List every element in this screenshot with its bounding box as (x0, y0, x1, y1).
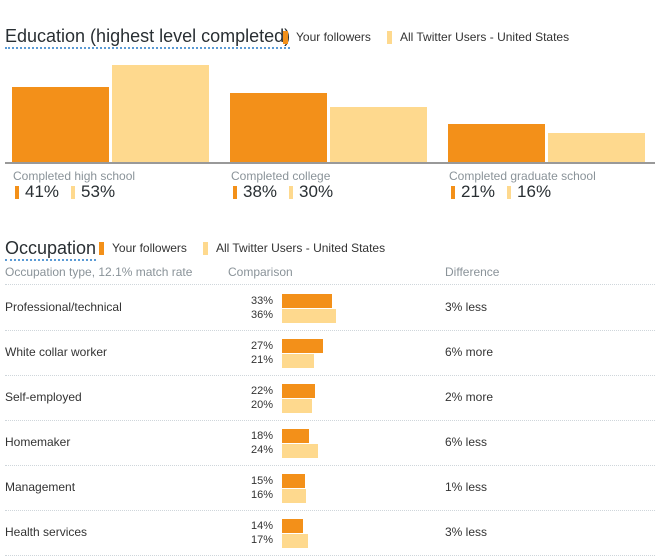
data-label: 18% (250, 430, 273, 442)
difference-value: 1% less (445, 480, 488, 494)
legend-item-all-users: All Twitter Users - United States (386, 30, 570, 44)
value-marker-icon (71, 185, 76, 199)
data-label: 36% (250, 309, 273, 321)
data-label: 30% (299, 182, 334, 201)
comparison-bar[interactable] (282, 354, 314, 368)
value-marker-icon (451, 185, 455, 199)
data-label: 16% (517, 182, 552, 201)
table-row[interactable]: Self-employed 22% 20% 2% more (5, 375, 655, 421)
education-value-row: 41% 53% (15, 182, 127, 202)
education-value-row: 38% 30% (233, 182, 345, 202)
data-label: 53% (81, 182, 116, 201)
difference-value: 6% less (445, 435, 488, 449)
comparison-bar[interactable] (282, 339, 323, 353)
difference-value: 3% less (445, 300, 488, 314)
legend-swatch-icon (99, 241, 104, 255)
education-bar[interactable] (12, 87, 109, 163)
comparison-bar[interactable] (282, 429, 309, 443)
difference-value: 3% less (445, 525, 488, 539)
legend-swatch-icon (386, 30, 392, 44)
legend-label: Your followers (112, 241, 187, 255)
legend-item-your-followers: Your followers (283, 30, 371, 44)
occupation-name: Professional/technical (5, 300, 122, 314)
value-marker-icon (233, 185, 237, 199)
occupation-name: Management (5, 480, 76, 494)
comparison-bar[interactable] (282, 534, 308, 548)
data-label: 17% (250, 534, 273, 546)
data-label: 33% (250, 295, 273, 307)
education-bar[interactable] (112, 65, 209, 163)
table-row[interactable]: White collar worker 27% 21% 6% more (5, 330, 655, 376)
education-bar[interactable] (330, 107, 427, 163)
legend-swatch-icon (202, 241, 208, 255)
column-header-type: Occupation type, 12.1% match rate (5, 265, 193, 279)
table-row[interactable]: Health services 14% 17% 3% less (5, 510, 655, 556)
table-row[interactable]: Professional/technical 33% 36% 3% less (5, 285, 655, 331)
occupation-name: Homemaker (5, 435, 71, 449)
data-label: 21% (461, 182, 496, 201)
comparison-bar[interactable] (282, 384, 315, 398)
data-label: 38% (243, 182, 278, 201)
comparison-bar[interactable] (282, 399, 312, 413)
occupation-name: Self-employed (5, 390, 82, 404)
education-category-label: Completed graduate school (449, 169, 596, 183)
comparison-bar[interactable] (282, 519, 303, 533)
education-category-label: Completed college (231, 169, 331, 183)
education-legend: Your followers All Twitter Users - Unite… (283, 30, 585, 44)
data-label: 20% (250, 399, 273, 411)
data-label: 21% (250, 354, 273, 366)
legend-label: All Twitter Users - United States (215, 241, 386, 255)
value-marker-icon (289, 185, 294, 199)
legend-label: All Twitter Users - United States (399, 30, 570, 44)
education-bar[interactable] (448, 124, 545, 163)
table-row[interactable]: Homemaker 18% 24% 6% less (5, 420, 655, 466)
legend-item-all-users: All Twitter Users - United States (202, 241, 386, 255)
column-header-difference: Difference (445, 265, 500, 279)
value-marker-icon (507, 185, 512, 199)
education-title[interactable]: Education (highest level completed) (5, 26, 291, 49)
education-category-label: Completed high school (13, 169, 136, 183)
education-bar[interactable] (230, 93, 327, 163)
data-label: 24% (250, 444, 273, 456)
education-value-row: 21% 16% (451, 182, 563, 202)
data-label: 15% (250, 475, 273, 487)
occupation-name: Health services (5, 525, 88, 539)
legend-item-your-followers: Your followers (99, 241, 187, 255)
occupation-name: White collar worker (5, 345, 108, 359)
comparison-bar[interactable] (282, 444, 318, 458)
occupation-title[interactable]: Occupation (5, 238, 97, 261)
legend-swatch-icon (283, 30, 288, 44)
education-bar[interactable] (548, 133, 645, 163)
education-baseline (5, 162, 655, 164)
data-label: 14% (250, 520, 273, 532)
difference-value: 2% more (445, 390, 494, 404)
occupation-legend: Your followers All Twitter Users - Unite… (99, 241, 401, 255)
comparison-bar[interactable] (282, 294, 332, 308)
value-marker-icon (15, 185, 19, 199)
table-row[interactable]: Management 15% 16% 1% less (5, 465, 655, 511)
data-label: 22% (250, 385, 273, 397)
comparison-bar[interactable] (282, 474, 305, 488)
column-header-divider (5, 284, 655, 285)
legend-label: Your followers (296, 30, 371, 44)
difference-value: 6% more (445, 345, 494, 359)
data-label: 41% (25, 182, 60, 201)
data-label: 16% (250, 489, 273, 501)
comparison-bar[interactable] (282, 309, 336, 323)
column-header-comparison: Comparison (228, 265, 293, 279)
comparison-bar[interactable] (282, 489, 306, 503)
data-label: 27% (250, 340, 273, 352)
